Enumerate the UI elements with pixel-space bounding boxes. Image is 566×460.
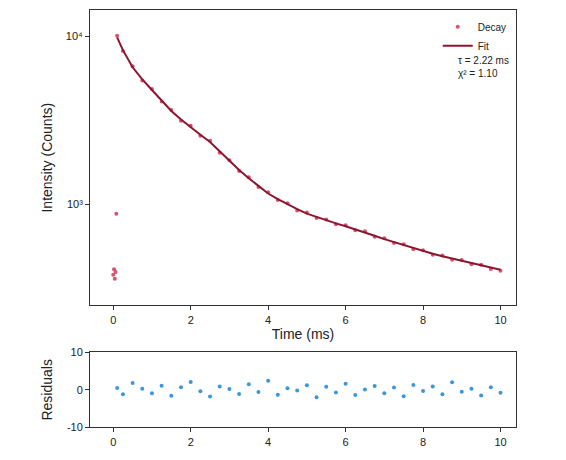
svg-text:2: 2 (188, 314, 194, 326)
svg-text:6: 6 (343, 436, 349, 448)
svg-text:-10: -10 (67, 421, 83, 433)
svg-text:8: 8 (420, 314, 426, 326)
svg-text:6: 6 (343, 314, 349, 326)
svg-text:Time (ms): Time (ms) (272, 326, 334, 342)
svg-text:Intensity (Counts): Intensity (Counts) (39, 103, 55, 213)
svg-text:0: 0 (77, 384, 83, 396)
svg-text:τ = 2.22 msχ² = 1.10: τ = 2.22 msχ² = 1.10 (458, 55, 509, 79)
svg-text:10: 10 (71, 346, 83, 358)
svg-text:10: 10 (494, 314, 506, 326)
svg-text:10³: 10³ (67, 198, 83, 210)
svg-text:4: 4 (265, 436, 271, 448)
svg-text:0: 0 (110, 436, 116, 448)
svg-text:4: 4 (265, 314, 271, 326)
svg-text:10: 10 (494, 436, 506, 448)
svg-text:Residuals: Residuals (39, 359, 55, 420)
svg-text:8: 8 (420, 436, 426, 448)
svg-text:10⁴: 10⁴ (66, 30, 83, 42)
svg-text:2: 2 (188, 436, 194, 448)
svg-text:0: 0 (110, 314, 116, 326)
svg-text:Fit: Fit (478, 41, 489, 52)
svg-text:Decay: Decay (478, 22, 506, 33)
